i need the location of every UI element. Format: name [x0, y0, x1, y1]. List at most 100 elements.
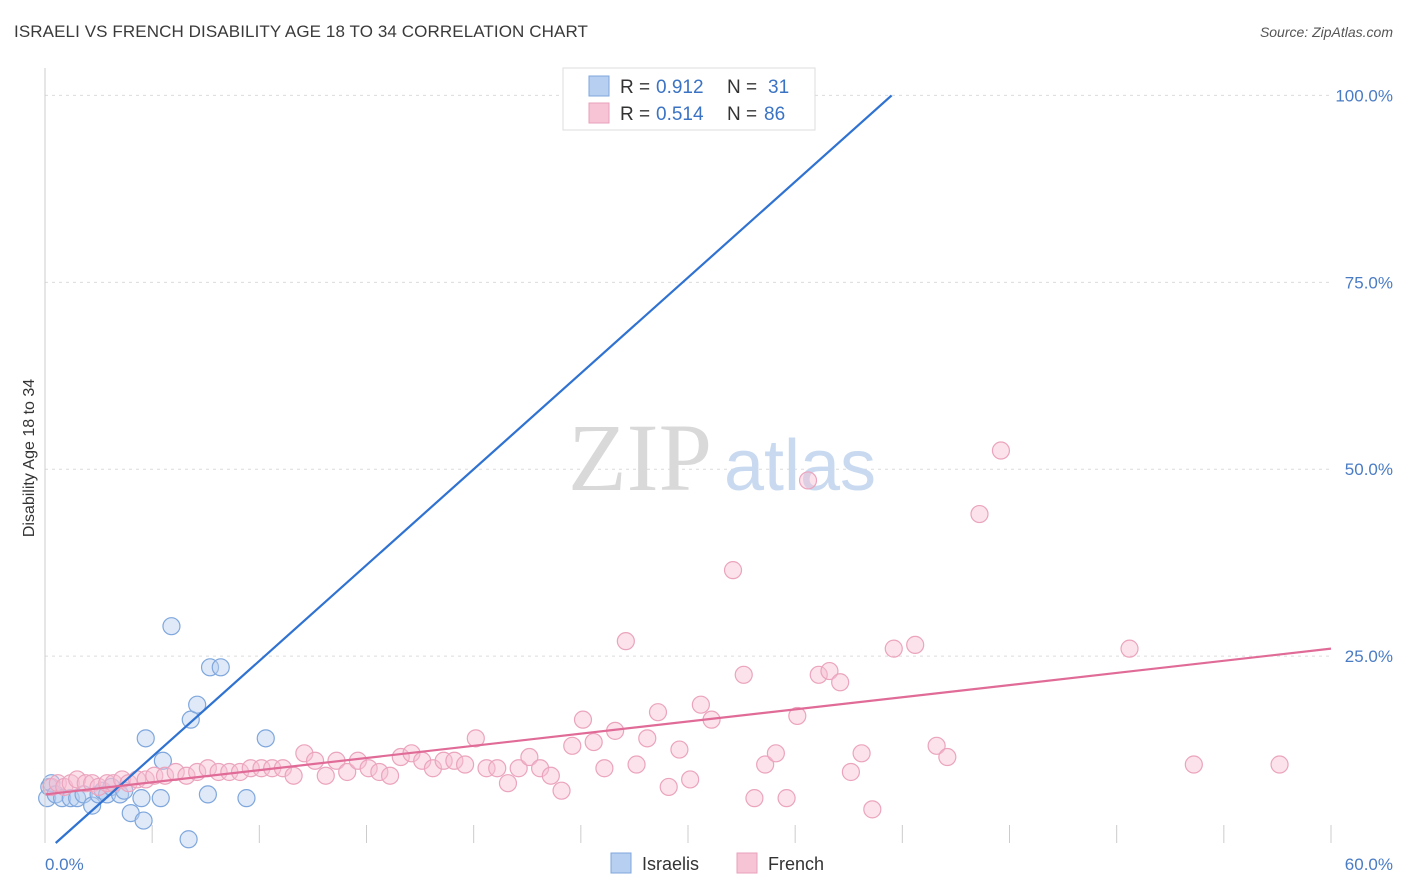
french-point	[927, 736, 946, 755]
french-point	[766, 744, 785, 763]
israelis-point	[151, 789, 170, 808]
israelis-point	[179, 830, 198, 849]
bottom-legend-israelis: Israelis	[642, 854, 699, 874]
french-point	[338, 762, 357, 782]
french-point	[788, 706, 807, 726]
french-point	[670, 740, 689, 759]
israelis-point	[200, 658, 220, 677]
french-point	[681, 770, 700, 789]
french-point	[552, 781, 571, 800]
israelis-point	[181, 710, 200, 729]
french-point	[863, 800, 882, 819]
legend-n-label-french: N =	[727, 104, 757, 125]
legend: R = 0.912 N = 31 R = 0.514 N = 86	[562, 67, 816, 131]
israelis-point	[237, 789, 256, 808]
french-point	[648, 703, 668, 722]
y-tick-label: 100.0%	[1335, 86, 1393, 105]
israelis-point	[153, 751, 172, 770]
french-point	[756, 755, 775, 774]
legend-r-label-israelis: R =	[620, 77, 650, 98]
x-tick-label: 0.0%	[45, 855, 84, 874]
french-point	[145, 766, 164, 785]
french-point	[359, 759, 378, 778]
israelis-point	[83, 796, 102, 815]
french-point	[284, 766, 303, 785]
french-point	[745, 789, 764, 808]
legend-swatch-israelis	[588, 75, 610, 97]
french-point	[477, 759, 496, 778]
legend-n-value-israelis: 31	[768, 77, 789, 98]
french-point	[1270, 755, 1289, 774]
french-point	[884, 639, 903, 658]
y-tick-label: 50.0%	[1345, 460, 1393, 479]
french-point	[798, 471, 818, 490]
french-trend-line	[44, 647, 1332, 796]
french-point	[970, 504, 989, 524]
french-point	[659, 777, 678, 797]
french-point	[563, 736, 582, 755]
legend-n-label-israelis: N =	[727, 77, 757, 98]
watermark: ZIP atlas	[568, 404, 876, 511]
french-point	[455, 755, 475, 774]
french-point	[852, 744, 871, 763]
french-point	[509, 759, 528, 778]
legend-n-value-french: 86	[764, 104, 785, 125]
french-point	[445, 751, 464, 770]
french-point	[938, 747, 957, 767]
french-point	[498, 774, 518, 793]
trend-lines	[44, 94, 1332, 844]
french-point	[906, 635, 925, 654]
french-point	[177, 766, 196, 785]
legend-r-label-french: R =	[620, 104, 650, 125]
axes: 25.0% 50.0% 75.0% 100.0% 0.0% 60.0%	[44, 68, 1393, 874]
french-point	[831, 673, 850, 692]
bottom-legend-french: French	[768, 854, 824, 874]
french-point	[466, 729, 485, 748]
chart-title: ISRAELI VS FRENCH DISABILITY AGE 18 TO 3…	[14, 22, 588, 41]
y-tick-label: 75.0%	[1345, 273, 1393, 292]
french-point	[841, 762, 860, 782]
legend-swatch-french	[588, 102, 610, 124]
grid-lines	[45, 94, 1331, 657]
israelis-point	[188, 695, 207, 714]
french-point	[809, 665, 828, 684]
french-point	[691, 695, 710, 714]
legend-r-value-israelis: 0.912	[656, 77, 704, 98]
french-point	[316, 766, 335, 785]
french-point	[991, 441, 1011, 460]
french-point	[584, 732, 603, 752]
french-point	[305, 751, 325, 770]
french-point	[541, 766, 560, 785]
y-tick-label: 25.0%	[1345, 647, 1393, 666]
french-point	[370, 762, 389, 782]
legend-r-value-french: 0.514	[656, 104, 704, 125]
y-axis-label: Disability Age 18 to 34	[21, 379, 38, 537]
french-point	[380, 766, 400, 785]
israelis-trend-line	[54, 94, 893, 844]
french-point	[1120, 639, 1139, 658]
bottom-legend: Israelis French	[610, 852, 824, 874]
israelis-point	[136, 729, 155, 748]
french-point	[488, 759, 507, 778]
french-point	[531, 759, 550, 778]
french-point	[1184, 755, 1203, 774]
israelis-point	[162, 617, 181, 636]
bottom-legend-swatch-israelis	[610, 852, 632, 874]
israelis-point	[132, 789, 151, 808]
israelis-point	[134, 811, 153, 830]
french-point	[638, 729, 657, 748]
french-point	[616, 632, 635, 651]
watermark-zip: ZIP	[568, 404, 712, 511]
french-point	[520, 747, 539, 767]
french-point	[295, 744, 314, 763]
french-point	[595, 759, 614, 778]
french-point	[423, 759, 443, 778]
israelis-point	[211, 658, 230, 677]
french-point	[573, 710, 593, 729]
french-point	[434, 751, 453, 770]
bottom-legend-swatch-french	[736, 852, 758, 874]
israelis-point	[256, 729, 275, 748]
israelis-point	[198, 785, 217, 804]
french-point	[777, 789, 796, 808]
